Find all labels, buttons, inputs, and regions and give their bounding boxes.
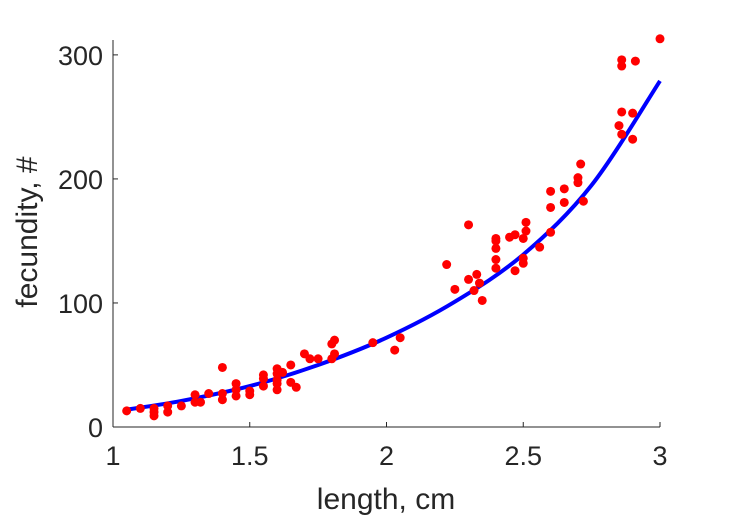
- x-axis-label: length, cm: [317, 483, 455, 516]
- x-tick-label: 2: [379, 441, 394, 471]
- data-point: [330, 349, 340, 359]
- y-tick-label: 100: [58, 289, 103, 319]
- data-point: [628, 134, 638, 144]
- data-point: [510, 266, 520, 276]
- data-point: [196, 397, 206, 407]
- data-point: [477, 295, 487, 305]
- data-point: [231, 385, 241, 395]
- data-point: [163, 401, 173, 411]
- data-point: [546, 186, 556, 196]
- data-point: [464, 274, 474, 284]
- data-point: [472, 269, 482, 279]
- data-point: [204, 389, 214, 399]
- data-point: [190, 390, 200, 400]
- data-point: [474, 278, 484, 288]
- data-point: [395, 333, 405, 343]
- data-point: [278, 367, 288, 377]
- data-point: [630, 56, 640, 66]
- data-point: [122, 406, 132, 416]
- data-point: [617, 129, 627, 139]
- data-point: [535, 242, 545, 252]
- data-point: [655, 34, 665, 44]
- data-point: [614, 121, 624, 131]
- data-point: [521, 217, 531, 227]
- data-point: [464, 220, 474, 230]
- data-point: [469, 286, 479, 296]
- data-point: [330, 335, 340, 345]
- data-point: [176, 401, 186, 411]
- data-point: [149, 403, 159, 413]
- x-tick-label: 2.5: [504, 441, 542, 471]
- data-point: [272, 375, 282, 385]
- data-point: [231, 379, 241, 389]
- data-point: [286, 360, 296, 370]
- y-tick-label: 0: [88, 413, 103, 443]
- data-point: [217, 362, 227, 372]
- fit-curve-line: [126, 79, 662, 412]
- data-point: [217, 389, 227, 399]
- data-point: [578, 196, 588, 206]
- data-point: [258, 381, 268, 391]
- data-point: [546, 227, 556, 237]
- data-point: [135, 403, 145, 413]
- y-ticks: 0 100 200 300: [58, 41, 118, 443]
- plot-area: 1 1.5 2 2.5 3 0 100 200 300: [58, 34, 668, 471]
- data-point: [518, 233, 528, 243]
- data-point: [617, 55, 627, 65]
- data-point: [518, 253, 528, 263]
- y-tick-label: 200: [58, 165, 103, 195]
- data-point: [491, 263, 501, 273]
- data-point: [258, 370, 268, 380]
- data-point: [628, 108, 638, 118]
- data-point: [313, 354, 323, 364]
- data-point: [559, 184, 569, 194]
- data-point: [617, 61, 627, 71]
- x-tick-label: 1.5: [231, 441, 269, 471]
- data-point: [305, 354, 315, 364]
- data-point: [368, 338, 378, 348]
- data-point: [521, 226, 531, 236]
- data-point: [245, 386, 255, 396]
- data-point: [491, 233, 501, 243]
- data-point: [617, 107, 627, 117]
- x-tick-label: 1: [105, 441, 120, 471]
- data-point: [163, 407, 173, 417]
- data-point: [546, 202, 556, 212]
- data-point: [491, 255, 501, 265]
- data-point: [573, 173, 583, 183]
- data-point: [576, 159, 586, 169]
- data-point: [450, 284, 460, 294]
- data-point: [291, 382, 301, 392]
- data-point: [559, 197, 569, 207]
- y-axis-label: fecundity, #: [11, 156, 44, 308]
- data-point: [272, 385, 282, 395]
- data-point: [217, 395, 227, 405]
- x-ticks: 1 1.5 2 2.5 3: [105, 422, 668, 471]
- data-point: [442, 260, 452, 270]
- data-point: [231, 391, 241, 401]
- x-tick-label: 3: [652, 441, 667, 471]
- data-point: [510, 230, 520, 240]
- data-point: [491, 243, 501, 253]
- data-points: [122, 34, 665, 421]
- y-tick-label: 300: [58, 41, 103, 71]
- data-point: [390, 345, 400, 355]
